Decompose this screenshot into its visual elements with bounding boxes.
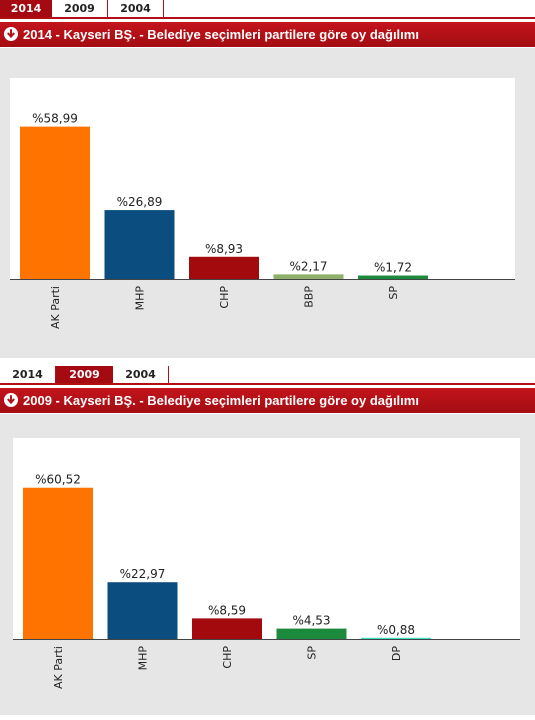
bar-chp	[192, 618, 262, 640]
data-label-sp: %4,53	[292, 614, 330, 628]
year-tabs: 2014 2009 2004	[0, 0, 535, 17]
category-label-chp: CHP	[221, 646, 234, 669]
category-labels: AK Parti MHP CHP BBP SP	[49, 286, 400, 329]
chart-title: 2009 - Kayseri BŞ. - Belediye seçimleri …	[23, 393, 419, 408]
bar-mhp	[107, 582, 178, 640]
category-label-sp: SP	[387, 286, 400, 300]
tab-2014[interactable]: 2014	[0, 0, 52, 17]
year-tabs: 2014 2009 2004	[0, 366, 535, 383]
category-label-sp: SP	[306, 646, 319, 660]
tab-2004[interactable]: 2004	[108, 0, 164, 17]
tab-2014[interactable]: 2014	[0, 366, 56, 383]
tabs-underline	[0, 17, 535, 19]
bar-chp	[189, 256, 259, 280]
chart-title: 2014 - Kayseri BŞ. - Belediye seçimleri …	[23, 27, 419, 42]
data-label-sp: %1,72	[374, 261, 412, 275]
data-label-chp: %8,59	[208, 603, 246, 617]
data-label-mhp: %26,89	[117, 195, 163, 209]
arrow-down-circle-icon[interactable]	[4, 27, 18, 41]
bar-sp	[276, 628, 347, 640]
tab-2009[interactable]: 2009	[56, 366, 113, 383]
category-label-ak-parti: AK Parti	[52, 646, 65, 689]
chart-header: 2009 - Kayseri BŞ. - Belediye seçimleri …	[0, 388, 535, 413]
category-label-mhp: MHP	[134, 286, 147, 311]
bar-sp	[358, 275, 428, 280]
bar-ak-parti	[20, 126, 90, 280]
tab-2004[interactable]: 2004	[113, 366, 169, 383]
category-labels: AK Parti MHP CHP SP DP	[52, 646, 403, 689]
data-label-mhp: %22,97	[120, 567, 166, 581]
bar-chart: %60,52 %22,97 %8,59 %4,53 %0,88	[13, 473, 520, 640]
bar-dp	[361, 637, 431, 640]
tabs-underline	[0, 383, 535, 385]
chart-area: %58,99 %26,89 %8,93 %2,17 %1,72 AK Parti MHP C…	[0, 48, 535, 358]
bar-mhp	[104, 210, 175, 280]
arrow-down-circle-icon[interactable]	[4, 393, 18, 407]
data-label-dp: %0,88	[377, 623, 415, 637]
bar-chart: %58,99 %26,89 %8,93 %2,17 %1,72	[10, 112, 515, 280]
category-label-ak-parti: AK Parti	[49, 286, 62, 329]
plot-area: %58,99 %26,89 %8,93 %2,17 %1,72	[10, 78, 515, 280]
data-label-ak-parti: %60,52	[35, 473, 81, 487]
chart-panel-2014: 2014 2009 2004 2014 - Kayseri BŞ. - Bele…	[0, 0, 535, 358]
data-label-bbp: %2,17	[289, 259, 327, 273]
chart-panel-2009: 2014 2009 2004 2009 - Kayseri BŞ. - Bele…	[0, 366, 535, 715]
data-label-ak-parti: %58,99	[32, 112, 78, 126]
category-label-bbp: BBP	[303, 286, 316, 308]
chart-area: %60,52 %22,97 %8,59 %4,53 %0,88 AK Parti MHP C…	[0, 414, 535, 715]
plot-area: %60,52 %22,97 %8,59 %4,53 %0,88	[13, 438, 520, 640]
category-label-chp: CHP	[218, 286, 231, 309]
data-label-chp: %8,93	[205, 242, 243, 256]
bar-bbp	[273, 274, 344, 280]
tab-2009[interactable]: 2009	[52, 0, 108, 17]
category-label-mhp: MHP	[137, 646, 150, 671]
bar-ak-parti	[23, 487, 93, 640]
chart-header: 2014 - Kayseri BŞ. - Belediye seçimleri …	[0, 22, 535, 47]
category-label-dp: DP	[390, 646, 403, 661]
